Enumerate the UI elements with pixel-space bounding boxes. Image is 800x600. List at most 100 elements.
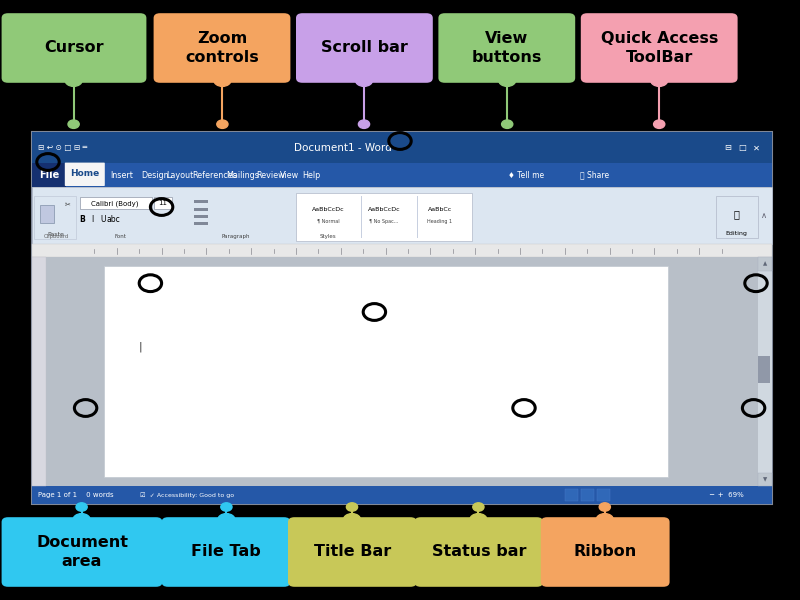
Circle shape (599, 503, 610, 511)
Circle shape (68, 120, 79, 128)
FancyBboxPatch shape (154, 13, 290, 83)
FancyBboxPatch shape (32, 132, 772, 504)
Text: Heading 1: Heading 1 (427, 219, 453, 224)
Text: AaBbCc: AaBbCc (428, 207, 452, 212)
Text: ⊟ ↩ ⊙ □ ⊟ ═: ⊟ ↩ ⊙ □ ⊟ ═ (38, 143, 88, 152)
Text: ∧: ∧ (761, 211, 767, 220)
FancyBboxPatch shape (438, 13, 575, 83)
Text: ✂: ✂ (64, 202, 70, 208)
Circle shape (346, 503, 358, 511)
Bar (32, 132, 772, 163)
FancyBboxPatch shape (288, 517, 417, 587)
FancyBboxPatch shape (541, 517, 670, 587)
Bar (758, 257, 772, 486)
Circle shape (65, 73, 82, 86)
Text: Design: Design (141, 170, 169, 180)
Circle shape (470, 514, 487, 527)
FancyBboxPatch shape (2, 517, 162, 587)
Text: Title Bar: Title Bar (314, 545, 391, 559)
Text: Insert: Insert (110, 170, 134, 180)
Bar (361, 196, 362, 238)
Text: Styles: Styles (320, 235, 336, 239)
Text: U: U (101, 214, 106, 223)
Text: Help: Help (302, 170, 321, 180)
Text: Paragraph: Paragraph (222, 235, 250, 239)
Bar (32, 486, 772, 504)
Text: □: □ (738, 143, 746, 152)
Text: File Tab: File Tab (191, 545, 261, 559)
Text: Editing: Editing (726, 231, 748, 236)
Circle shape (654, 120, 665, 128)
FancyBboxPatch shape (581, 13, 738, 83)
Bar (32, 163, 66, 187)
Bar (40, 205, 54, 223)
FancyBboxPatch shape (296, 13, 433, 83)
Circle shape (76, 503, 87, 511)
Text: B: B (79, 214, 86, 223)
Text: ⊟: ⊟ (725, 143, 731, 152)
Text: Calibri (Body): Calibri (Body) (91, 200, 139, 206)
Circle shape (218, 514, 235, 527)
Text: ♦ Tell me: ♦ Tell me (508, 170, 544, 180)
Text: Zoom
controls: Zoom controls (185, 31, 259, 65)
Bar (581, 489, 594, 501)
Text: 🔗 Share: 🔗 Share (580, 170, 609, 180)
Circle shape (473, 503, 484, 511)
Bar (194, 215, 208, 218)
Bar (597, 489, 610, 501)
Text: Home: Home (70, 169, 99, 179)
Bar (716, 196, 758, 238)
Text: ¶ Normal: ¶ Normal (317, 219, 339, 224)
Text: ▼: ▼ (762, 477, 767, 482)
Circle shape (498, 73, 516, 86)
Text: 🔍: 🔍 (734, 209, 740, 219)
Circle shape (502, 120, 513, 128)
Text: AaBbCcDc: AaBbCcDc (312, 207, 344, 212)
Bar (32, 163, 772, 187)
Text: Layout: Layout (166, 170, 194, 180)
Text: Scroll bar: Scroll bar (321, 40, 408, 55)
Circle shape (355, 73, 373, 86)
Bar (758, 473, 772, 486)
Bar (32, 244, 772, 257)
Text: Font: Font (114, 235, 126, 239)
FancyBboxPatch shape (414, 517, 543, 587)
Text: ¶ No Spac...: ¶ No Spac... (370, 219, 398, 224)
Text: Review: Review (256, 170, 285, 180)
Bar (758, 356, 770, 383)
Bar (32, 257, 758, 486)
Text: Quick Access
ToolBar: Quick Access ToolBar (601, 31, 718, 65)
Text: Mailings: Mailings (226, 170, 259, 180)
Text: View
buttons: View buttons (472, 31, 542, 65)
Text: abc: abc (106, 214, 121, 223)
Text: Ribbon: Ribbon (574, 545, 637, 559)
FancyBboxPatch shape (162, 517, 290, 587)
Bar (296, 193, 472, 241)
Text: References: References (192, 170, 237, 180)
Bar (34, 196, 76, 239)
Bar (758, 257, 772, 271)
Circle shape (596, 514, 614, 527)
Text: ▲: ▲ (762, 262, 767, 266)
Text: Document
area: Document area (36, 535, 128, 569)
Text: AaBbCcDc: AaBbCcDc (368, 207, 400, 212)
Text: I: I (92, 214, 94, 223)
Text: 11: 11 (158, 200, 168, 206)
Bar (194, 208, 208, 211)
Text: Page 1 of 1    0 words: Page 1 of 1 0 words (38, 492, 114, 498)
FancyBboxPatch shape (2, 13, 146, 83)
Bar (194, 222, 208, 225)
Text: File: File (38, 170, 59, 180)
Bar (194, 200, 208, 203)
Bar (80, 197, 152, 209)
Text: Clipboard: Clipboard (43, 235, 69, 239)
FancyBboxPatch shape (65, 163, 105, 186)
Text: ─  +  69%: ─ + 69% (710, 492, 744, 498)
Text: ✕: ✕ (754, 143, 760, 152)
Text: Document1 - Word: Document1 - Word (294, 143, 392, 152)
Text: Cursor: Cursor (44, 40, 104, 55)
Bar (565, 489, 578, 501)
Circle shape (358, 120, 370, 128)
Circle shape (343, 514, 361, 527)
Text: View: View (280, 170, 299, 180)
